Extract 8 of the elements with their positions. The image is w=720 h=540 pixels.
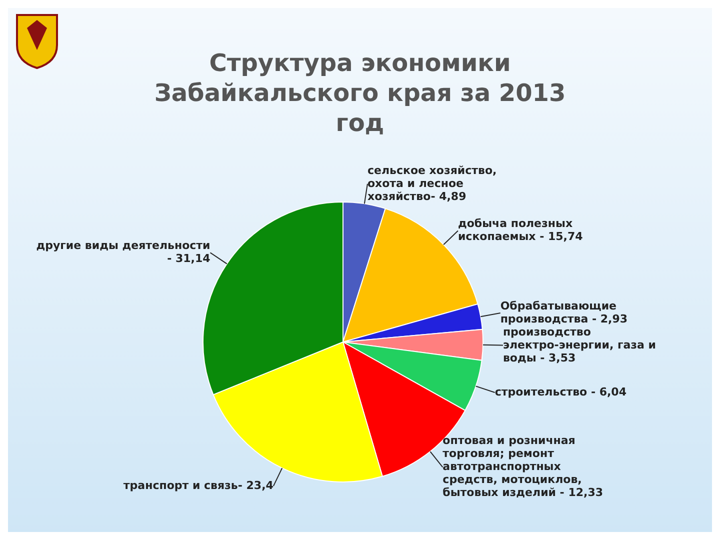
slice-label: строительство - 6,04: [494, 385, 627, 399]
slice-label: транспорт и связь- 23,4: [123, 479, 274, 492]
chart-title: Структура экономики Забайкальского края за 2013 год: [153, 48, 567, 138]
slice-label: сельское хозяйство, охота и лесное хозяйство- 4,89: [367, 164, 497, 203]
slice-label: производство электро-энергии, газа и воды - 3,53: [502, 325, 656, 364]
slice-label: другие виды деятельности - 31,14: [36, 239, 211, 266]
slice-label: добыча полезных ископаемых - 15,74: [458, 217, 584, 244]
slice-label: оптовая и розничная торговля; ремонт автотранспортных средств, мотоциклов, бытовых изделий - 12,33: [442, 434, 604, 500]
